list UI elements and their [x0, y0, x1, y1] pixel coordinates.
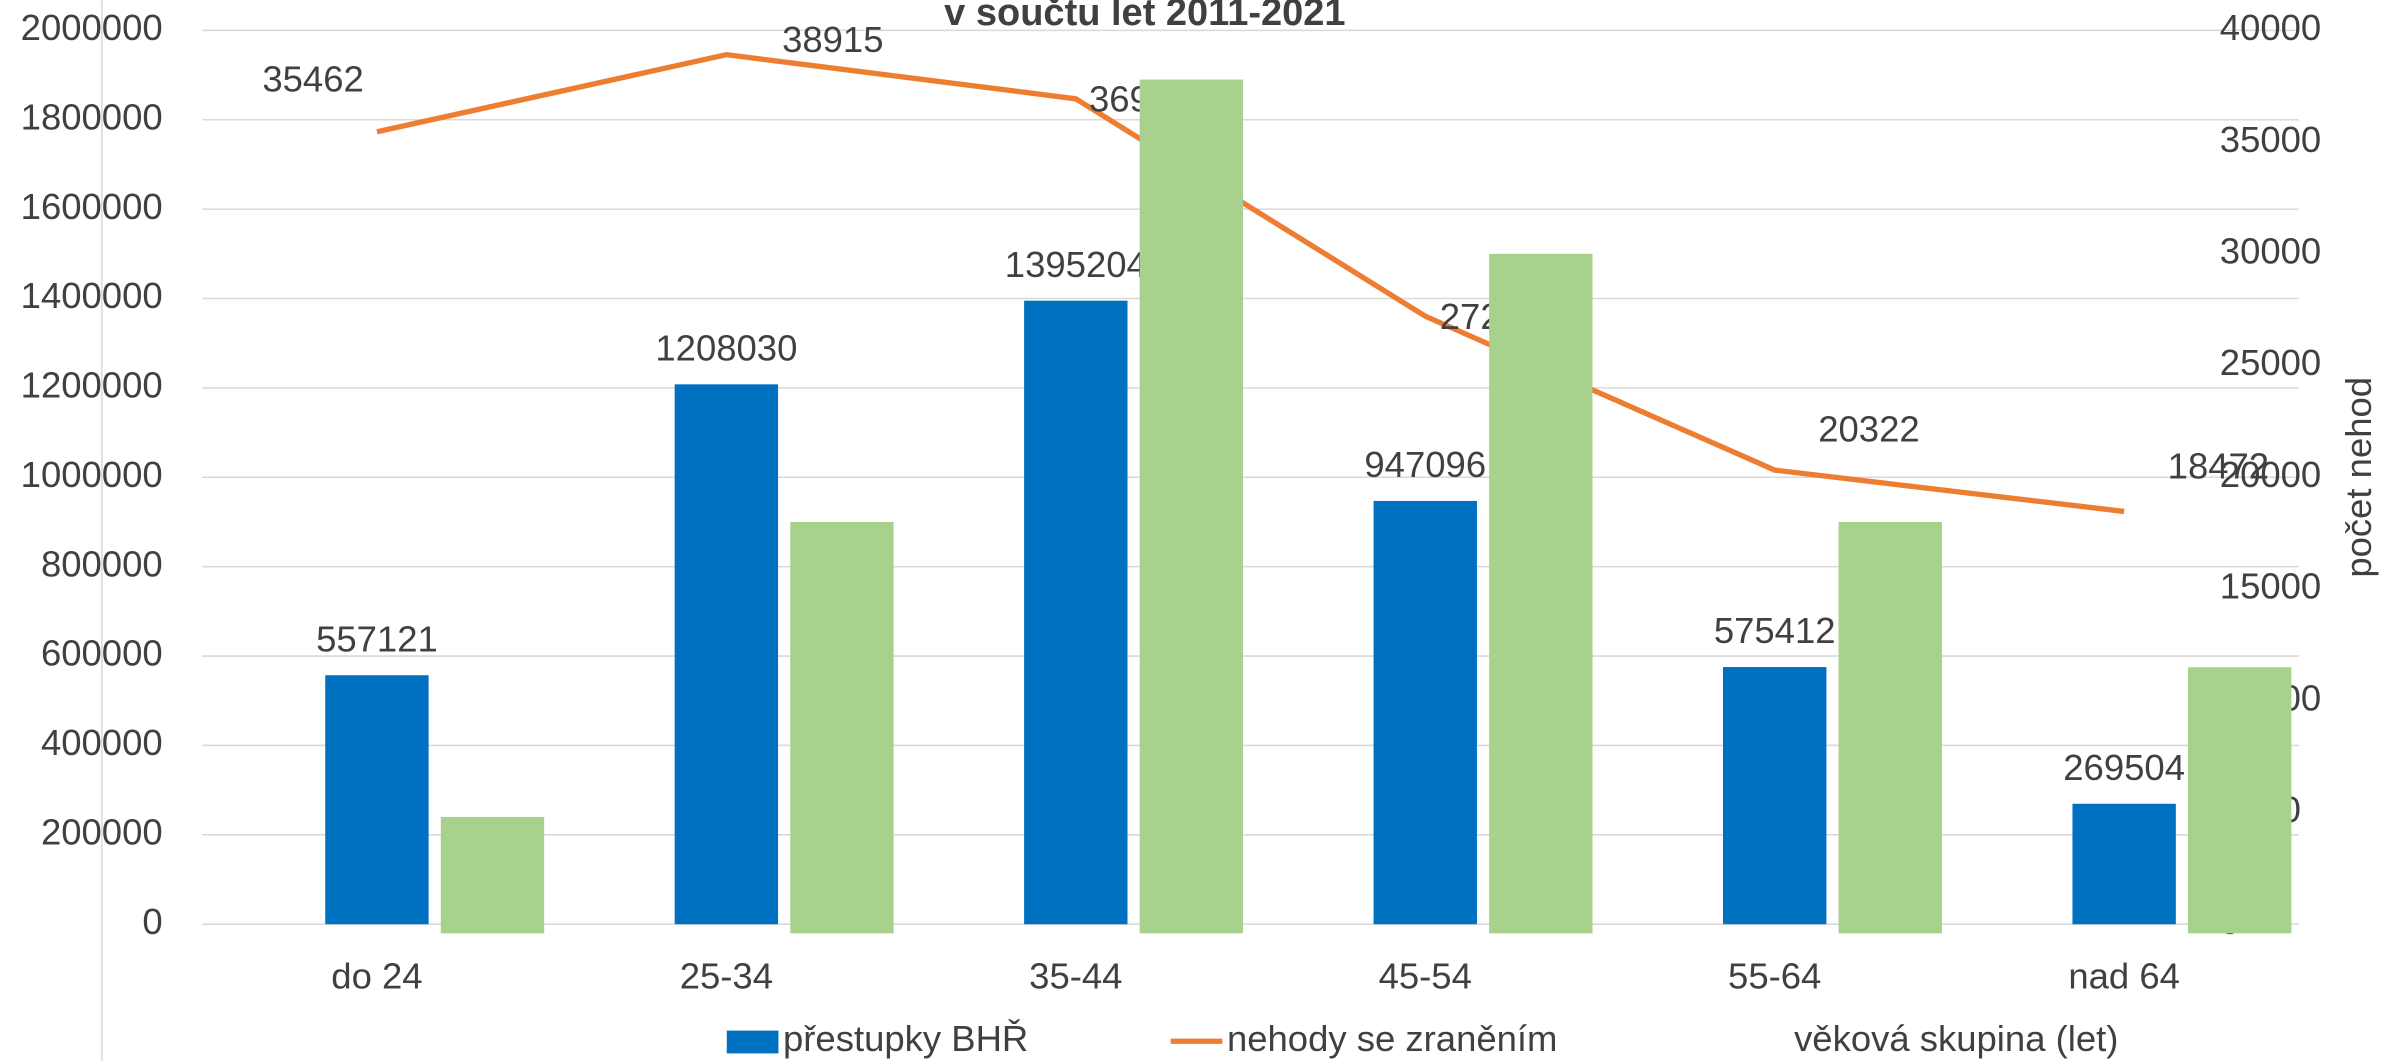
y2-tick-label: 15000 [2220, 566, 2321, 607]
y-tick-label: 1200000 [21, 365, 163, 406]
data-label: 18472 [2168, 446, 2269, 487]
x-tick-label: nad 64 [2068, 956, 2180, 997]
legend-label: přestupky BHŘ [783, 1018, 1028, 1059]
bar [1489, 253, 1593, 934]
y-tick-label: 1000000 [21, 454, 163, 495]
bar [2072, 803, 2176, 925]
bar [1024, 300, 1128, 925]
bar [1373, 500, 1477, 925]
y2-tick-label: 20000 [2220, 454, 2321, 495]
bar [1838, 521, 1942, 934]
y2-tick-label: 40000 [2220, 7, 2321, 48]
legend-swatch [726, 1030, 779, 1054]
x-tick-label: 35-44 [1029, 956, 1122, 997]
data-label: 35462 [262, 58, 363, 99]
y2-tick-label: 35000 [2220, 119, 2321, 160]
y2-axis-title: počet nehod [2338, 377, 2379, 578]
y-tick-label: 1600000 [21, 186, 163, 227]
bar [1139, 79, 1244, 934]
y-tick-label: 800000 [41, 543, 163, 584]
bar [2187, 667, 2292, 934]
y-tick-label: 200000 [41, 811, 163, 852]
data-label: 1395204 [1005, 244, 1147, 285]
y2-tick-label: 25000 [2220, 342, 2321, 383]
bar [674, 384, 779, 925]
data-label: 38915 [782, 19, 883, 60]
data-label: 1208030 [655, 328, 797, 369]
x-tick-label: 25-34 [680, 956, 773, 997]
y-tick-label: 2000000 [21, 7, 163, 48]
y-tick-label: 0 [142, 901, 162, 942]
x-tick-label: 55-64 [1728, 956, 1821, 997]
chart-title: v součtu let 2011-2021 [944, 0, 1345, 34]
x-tick-label: do 24 [331, 956, 422, 997]
y-tick-label: 600000 [41, 633, 163, 674]
data-label: 20322 [1818, 409, 1919, 450]
bar [1723, 667, 1827, 925]
legend-label: nehody se zraněním [1227, 1018, 1557, 1059]
x-axis-title: věková skupina (let) [1794, 1018, 2118, 1059]
x-tick-label: 45-54 [1379, 956, 1472, 997]
y2-tick-label: 30000 [2220, 230, 2321, 271]
y-tick-label: 1400000 [21, 275, 163, 316]
bar [325, 675, 429, 925]
y-tick-label: 1800000 [21, 96, 163, 137]
data-label: 947096 [1364, 444, 1486, 485]
bar [790, 521, 894, 934]
y-tick-label: 400000 [41, 722, 163, 763]
line [376, 51, 2125, 515]
data-label: 557121 [316, 618, 438, 659]
bar [440, 816, 545, 934]
data-label: 575412 [1714, 610, 1836, 651]
data-label: 269504 [2063, 747, 2185, 788]
